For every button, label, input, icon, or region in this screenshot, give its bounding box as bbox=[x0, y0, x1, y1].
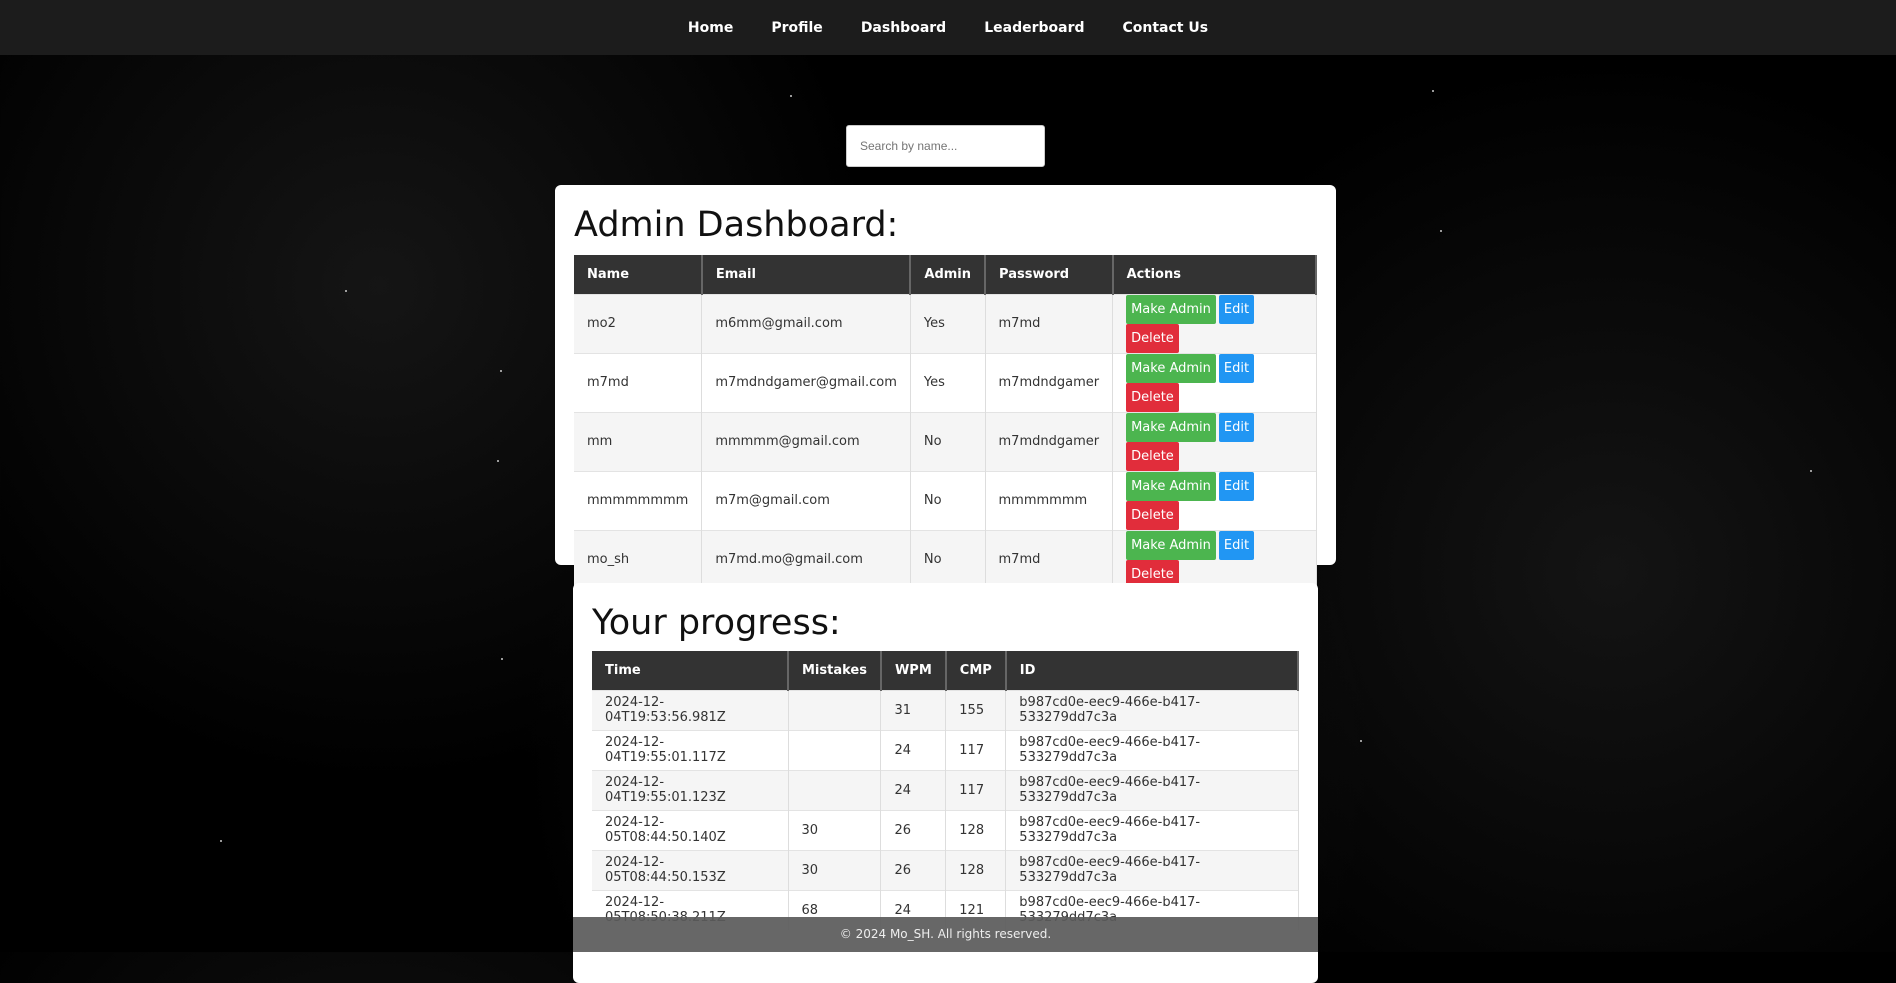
cell: 117 bbox=[945, 769, 1007, 810]
cell: 2024-12-04T19:55:01.117Z bbox=[592, 729, 789, 770]
cell bbox=[788, 689, 882, 730]
cell: b987cd0e-eec9-466e-b417-533279dd7c3a bbox=[1005, 729, 1299, 770]
table-row: mo2 m6mm@gmail.com Yes m7md Make Admin Edit De… bbox=[574, 293, 1317, 353]
table-row: 2024-12-05T08:44:50.140Z 30 26 128 b987cd0e-… bbox=[592, 809, 1299, 850]
nav-home[interactable]: Home bbox=[687, 19, 734, 36]
edit-button[interactable]: Edit bbox=[1218, 471, 1255, 501]
cell: No bbox=[910, 411, 986, 471]
cell: 128 bbox=[945, 809, 1007, 850]
table-row: 2024-12-04T19:53:56.981Z 31 155 b987cd0e-ee… bbox=[592, 689, 1299, 730]
table-row: mo_sh m7md.mo@gmail.com No m7md Make Admin Ed… bbox=[574, 529, 1317, 589]
table-row: 2024-12-04T19:55:01.117Z 24 117 b987cd0e-ee… bbox=[592, 729, 1299, 770]
cell: mmmmm@gmail.com bbox=[701, 411, 911, 471]
column-header: Mistakes bbox=[788, 651, 882, 690]
cell: m7md.mo@gmail.com bbox=[701, 529, 911, 589]
table-row: 2024-12-05T08:44:50.153Z 30 26 128 b987cd0e-… bbox=[592, 849, 1299, 890]
nav-leaderboard[interactable]: Leaderboard bbox=[984, 19, 1085, 36]
table-row: mmmmmmmm m7m@gmail.com No mmmmmmm Make Admin… bbox=[574, 470, 1317, 530]
cell: 155 bbox=[945, 689, 1007, 730]
cell: 2024-12-04T19:55:01.123Z bbox=[592, 769, 789, 810]
delete-button[interactable]: Delete bbox=[1126, 382, 1179, 412]
cell: b987cd0e-eec9-466e-b417-533279dd7c3a bbox=[1005, 689, 1299, 730]
make-admin-button[interactable]: Make Admin bbox=[1126, 353, 1216, 383]
cell: 24 bbox=[880, 769, 947, 810]
make-admin-button[interactable]: Make Admin bbox=[1126, 471, 1216, 501]
make-admin-button[interactable]: Make Admin bbox=[1126, 294, 1216, 324]
column-header: ID bbox=[1005, 651, 1300, 690]
column-header: Email bbox=[701, 255, 912, 294]
column-header: Password bbox=[985, 255, 1114, 294]
cell: b987cd0e-eec9-466e-b417-533279dd7c3a bbox=[1005, 849, 1299, 890]
edit-button[interactable]: Edit bbox=[1218, 294, 1255, 324]
cell: m7md bbox=[574, 352, 703, 412]
cell: mo_sh bbox=[574, 529, 703, 589]
cell: No bbox=[910, 470, 986, 530]
cell: m6mm@gmail.com bbox=[701, 293, 911, 353]
column-header: CMP bbox=[945, 651, 1007, 690]
cell: 117 bbox=[945, 729, 1007, 770]
actions-cell: Make Admin Edit Delete bbox=[1112, 470, 1317, 530]
admin-title: Admin Dashboard: bbox=[574, 205, 899, 245]
cell: 24 bbox=[880, 729, 947, 770]
nav-profile[interactable]: Profile bbox=[771, 19, 823, 36]
actions-cell: Make Admin Edit Delete bbox=[1112, 352, 1317, 412]
table-row: mm mmmmm@gmail.com No m7mdndgamer Make Admin… bbox=[574, 411, 1317, 471]
progress-card: Your progress: Time Mistakes WPM CMP ID 2024-… bbox=[573, 583, 1318, 983]
delete-button[interactable]: Delete bbox=[1126, 323, 1179, 353]
cell: m7md bbox=[985, 529, 1114, 589]
cell: m7md bbox=[985, 293, 1114, 353]
edit-button[interactable]: Edit bbox=[1218, 412, 1255, 442]
cell: 30 bbox=[788, 809, 882, 850]
cell: 2024-12-05T08:44:50.140Z bbox=[592, 809, 789, 850]
cell: 30 bbox=[788, 849, 882, 890]
cell: m7mdndgamer bbox=[985, 411, 1114, 471]
cell: m7mdndgamer@gmail.com bbox=[701, 352, 911, 412]
search-input[interactable] bbox=[846, 125, 1045, 167]
cell: m7m@gmail.com bbox=[701, 470, 911, 530]
cell: 128 bbox=[945, 849, 1007, 890]
nav-dashboard[interactable]: Dashboard bbox=[860, 19, 947, 36]
cell: 2024-12-05T08:44:50.153Z bbox=[592, 849, 789, 890]
actions-cell: Make Admin EditDelete bbox=[1112, 529, 1317, 589]
make-admin-button[interactable]: Make Admin bbox=[1126, 530, 1216, 560]
cell: 26 bbox=[880, 809, 947, 850]
cell: 2024-12-04T19:53:56.981Z bbox=[592, 689, 789, 730]
cell: mo2 bbox=[574, 293, 703, 353]
cell: mmmmmmmm bbox=[574, 470, 703, 530]
progress-table: Time Mistakes WPM CMP ID 2024-12-04T19:53:56.… bbox=[592, 651, 1300, 930]
cell: 31 bbox=[880, 689, 947, 730]
cell: b987cd0e-eec9-466e-b417-533279dd7c3a bbox=[1005, 809, 1299, 850]
column-header: WPM bbox=[880, 651, 947, 690]
actions-cell: Make Admin Edit Delete bbox=[1112, 411, 1317, 471]
nav-contact[interactable]: Contact Us bbox=[1122, 19, 1209, 36]
cell: m7mdndgamer bbox=[985, 352, 1114, 412]
cell: mmmmmmm bbox=[985, 470, 1114, 530]
edit-button[interactable]: Edit bbox=[1218, 530, 1255, 560]
column-header: Actions bbox=[1112, 255, 1318, 294]
admin-dashboard-card: Admin Dashboard: Name Email Admin Password A… bbox=[555, 185, 1336, 589]
cell: Yes bbox=[910, 352, 986, 412]
cell: Yes bbox=[910, 293, 986, 353]
footer: © 2024 Mo_SH. All rights reserved. bbox=[573, 917, 1318, 952]
delete-button[interactable]: Delete bbox=[1126, 500, 1179, 530]
column-header: Name bbox=[574, 255, 703, 294]
cell: 26 bbox=[880, 849, 947, 890]
cell bbox=[788, 769, 882, 810]
column-header: Admin bbox=[910, 255, 987, 294]
cell: b987cd0e-eec9-466e-b417-533279dd7c3a bbox=[1005, 769, 1299, 810]
cell: mm bbox=[574, 411, 703, 471]
users-table: Name Email Admin Password Actions mo2 m6mm@gma… bbox=[574, 255, 1318, 589]
table-row: m7md m7mdndgamer@gmail.com Yes m7mdndgamer M… bbox=[574, 352, 1317, 412]
make-admin-button[interactable]: Make Admin bbox=[1126, 412, 1216, 442]
table-row: 2024-12-04T19:55:01.123Z 24 117 b987cd0e-ee… bbox=[592, 769, 1299, 810]
actions-cell: Make Admin Edit Delete bbox=[1112, 293, 1317, 353]
column-header: Time bbox=[592, 651, 789, 690]
delete-button[interactable]: Delete bbox=[1126, 441, 1179, 471]
cell: No bbox=[910, 529, 986, 589]
top-nav: Home Profile Dashboard Leaderboard Conta… bbox=[0, 0, 1896, 55]
cell bbox=[788, 729, 882, 770]
edit-button[interactable]: Edit bbox=[1218, 353, 1255, 383]
progress-title: Your progress: bbox=[592, 603, 841, 643]
